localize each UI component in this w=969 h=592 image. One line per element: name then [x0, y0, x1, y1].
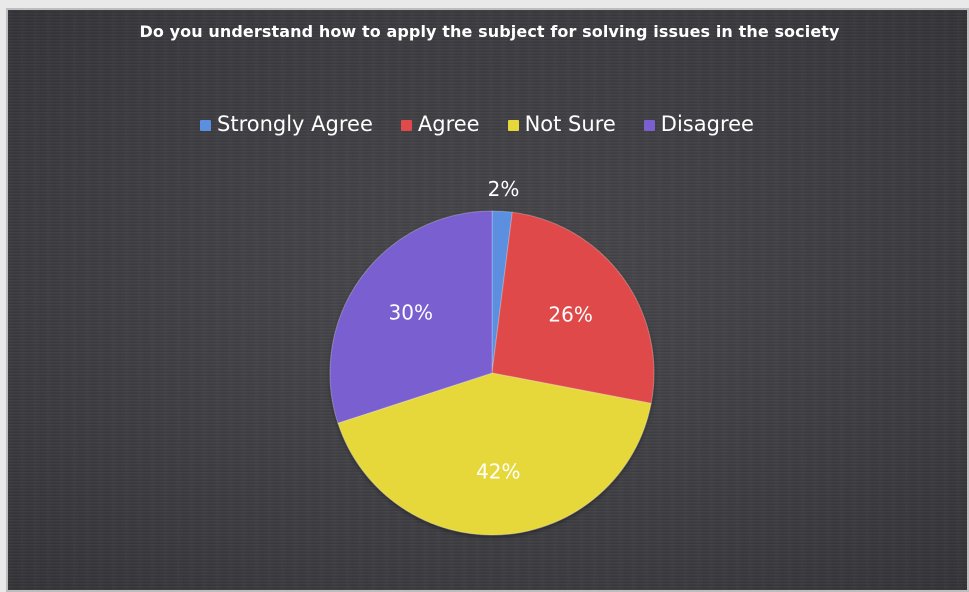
pie-slice-disagree [329, 210, 493, 424]
legend: Strongly Agree Agree Not Sure Disagree [200, 112, 782, 136]
pie-data-labels: 2% 26% 42% 30% [389, 177, 593, 484]
legend-label-disagree: Disagree [660, 112, 754, 136]
pie-slice-not-sure [337, 372, 652, 536]
legend-label-not-sure: Not Sure [524, 112, 616, 136]
pie-slices [329, 210, 655, 536]
legend-label-strongly-agree: Strongly Agree [217, 112, 373, 136]
legend-swatch-strongly-agree [200, 120, 211, 131]
pie-slice-agree [491, 211, 655, 404]
chart-frame: Do you understand how to apply the subje… [6, 8, 969, 592]
legend-item-disagree: Disagree [643, 112, 754, 136]
legend-item-not-sure: Not Sure [507, 112, 616, 136]
legend-swatch-agree [400, 120, 412, 131]
legend-swatch-not-sure [507, 120, 519, 131]
data-label-not-sure: 42% [476, 460, 520, 484]
chart-title: Do you understand how to apply the subje… [139, 22, 840, 41]
legend-label-agree: Agree [417, 112, 480, 136]
data-label-strongly-agree: 2% [488, 177, 520, 201]
pie-chart: 2% 26% 42% 30% [329, 177, 655, 536]
legend-item-strongly-agree: Strongly Agree [200, 112, 373, 136]
data-label-agree: 26% [548, 302, 592, 326]
data-label-disagree: 30% [389, 300, 433, 324]
legend-swatch-disagree [643, 120, 655, 131]
legend-item-agree: Agree [400, 112, 480, 136]
